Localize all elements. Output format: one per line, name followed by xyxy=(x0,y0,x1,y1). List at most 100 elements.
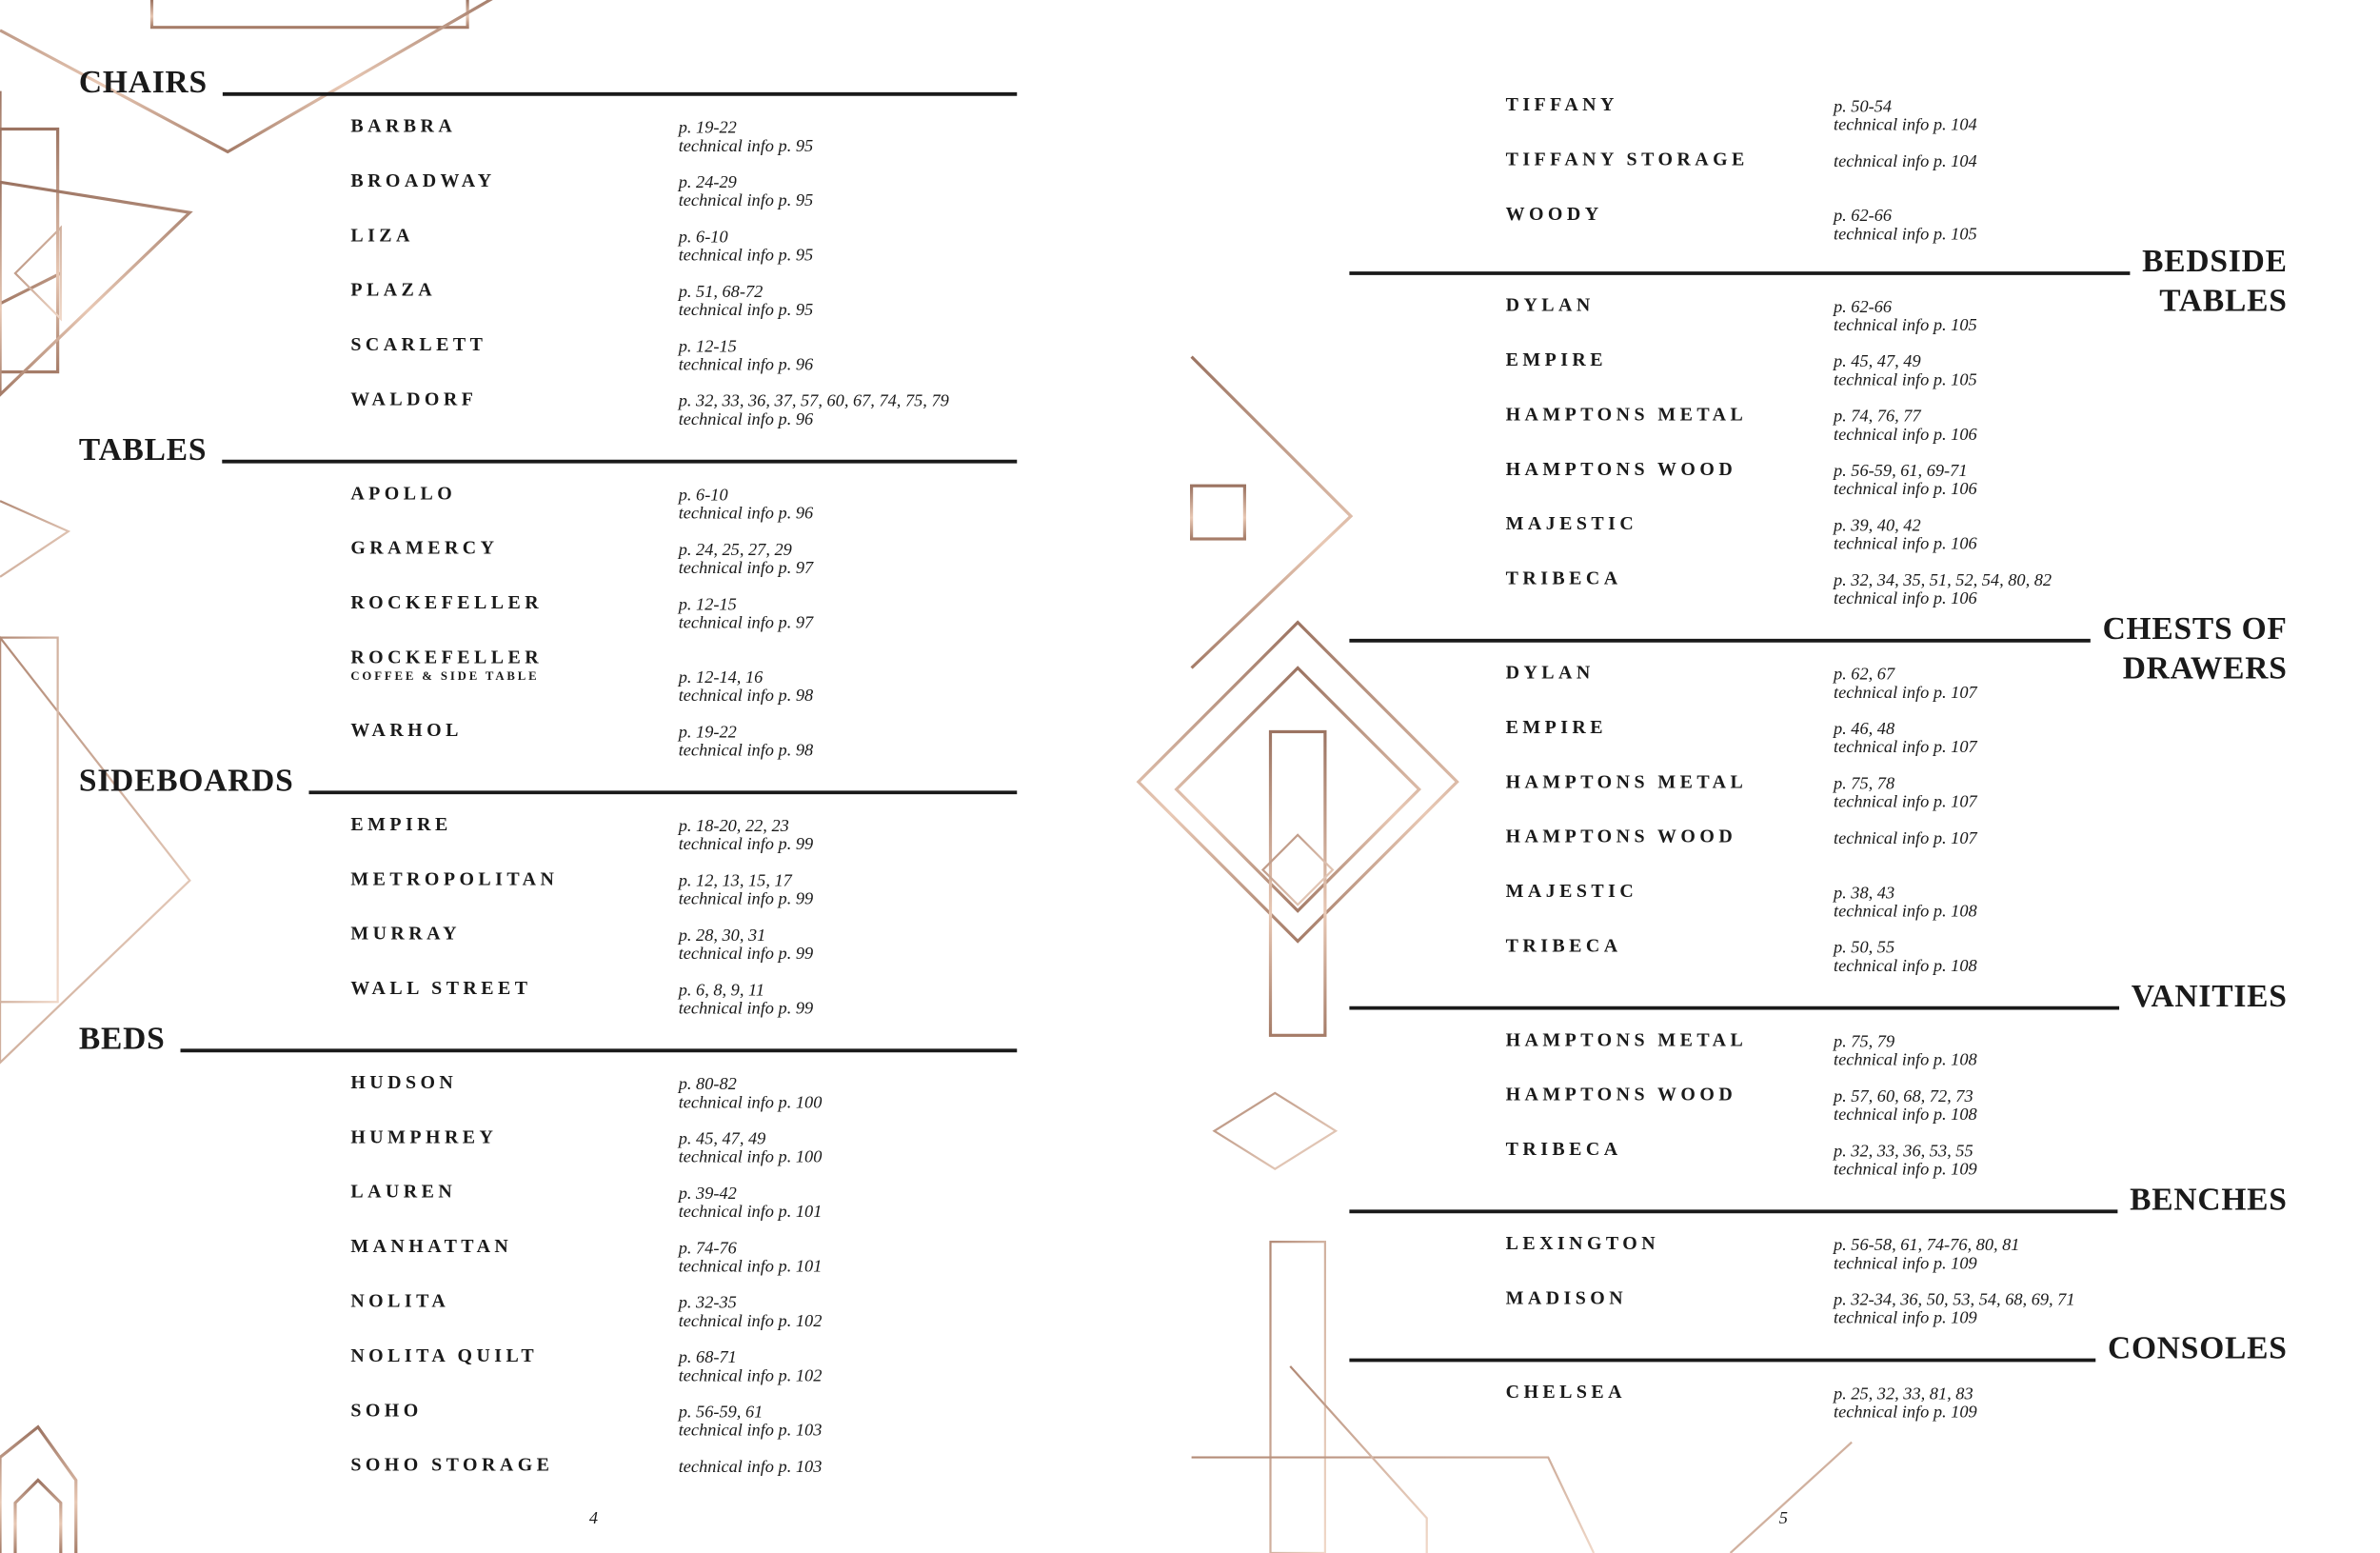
item-name: MURRAY xyxy=(350,924,461,945)
item-name: LAUREN xyxy=(350,1182,456,1203)
item-name: HAMPTONS METAL xyxy=(1506,771,1748,792)
item-pages: p. 24, 25, 27, 29 xyxy=(677,540,792,559)
item-tech: technical info p. 103 xyxy=(679,1421,823,1440)
item-tech: technical info p. 104 xyxy=(1834,151,1977,170)
item-tech: technical info p. 106 xyxy=(1834,534,1978,553)
item-pages: p. 28, 30, 31 xyxy=(677,926,766,945)
section-title: DRAWERS xyxy=(2123,650,2288,686)
item-name: MAJESTIC xyxy=(1506,513,1638,534)
item-tech: technical info p. 107 xyxy=(1834,683,1978,702)
item-tech: technical info p. 109 xyxy=(1834,1253,1977,1272)
item-pages: p. 50, 55 xyxy=(1832,938,1894,957)
item-pages: p. 24-29 xyxy=(677,172,737,191)
item-tech: technical info p. 104 xyxy=(1834,115,1977,134)
item-tech: technical info p. 95 xyxy=(679,190,814,209)
item-name: NOLITA xyxy=(350,1291,449,1312)
item-pages: p. 50-54 xyxy=(1832,96,1892,115)
item-tech: technical info p. 99 xyxy=(679,834,814,853)
item-name: HAMPTONS METAL xyxy=(1506,1029,1748,1050)
item-name: LIZA xyxy=(350,225,414,246)
item-name: EMPIRE xyxy=(1506,717,1607,738)
item-name: SOHO xyxy=(350,1400,422,1421)
item-name: APOLLO xyxy=(350,483,456,504)
item-tech: technical info p. 107 xyxy=(1834,792,1978,811)
item-name: SOHO STORAGE xyxy=(350,1455,553,1476)
section-title: VANITIES xyxy=(2132,979,2288,1014)
item-tech: technical info p. 99 xyxy=(679,889,814,908)
item-name: CHELSEA xyxy=(1506,1382,1626,1403)
item-name: WARHOL xyxy=(350,720,462,741)
item-pages: p. 6, 8, 9, 11 xyxy=(677,980,764,999)
item-tech: technical info p. 101 xyxy=(679,1202,823,1221)
item-pages: p. 12-15 xyxy=(677,336,737,355)
item-pages: p. 57, 60, 68, 72, 73 xyxy=(1832,1086,1973,1105)
item-pages: p. 56-58, 61, 74-76, 80, 81 xyxy=(1832,1235,2020,1254)
item-name: METROPOLITAN xyxy=(350,868,558,889)
item-tech: technical info p. 100 xyxy=(679,1092,823,1111)
decoration-right xyxy=(1136,0,1853,1553)
item-name: GRAMERCY xyxy=(350,538,498,559)
item-name: LEXINGTON xyxy=(1506,1233,1659,1254)
item-tech: technical info p. 105 xyxy=(1834,224,1977,243)
item-pages: p. 25, 32, 33, 81, 83 xyxy=(1832,1384,1973,1403)
item-pages: p. 46, 48 xyxy=(1832,719,1894,738)
item-name: ROCKEFELLER xyxy=(350,592,543,613)
item-pages: p. 62, 67 xyxy=(1832,665,1895,684)
section-title: BEDS xyxy=(79,1021,166,1056)
item-pages: p. 32, 34, 35, 51, 52, 54, 80, 82 xyxy=(1832,570,2052,589)
page-number: 5 xyxy=(1779,1508,1788,1527)
item-tech: technical info p. 101 xyxy=(679,1256,823,1275)
section-title: BENCHES xyxy=(2130,1182,2288,1217)
item-tech: technical info p. 105 xyxy=(1834,369,1977,388)
item-pages: p. 39, 40, 42 xyxy=(1832,515,1921,534)
item-tech: technical info p. 96 xyxy=(679,354,814,373)
item-pages: p. 32-35 xyxy=(677,1293,737,1312)
item-name: ROCKEFELLER xyxy=(350,647,543,668)
item-name: EMPIRE xyxy=(350,814,451,835)
item-tech: technical info p. 99 xyxy=(679,998,814,1017)
item-tech: technical info p. 98 xyxy=(679,686,814,705)
item-pages: p. 32, 33, 36, 37, 57, 60, 67, 74, 75, 7… xyxy=(677,391,949,410)
item-name: SCARLETT xyxy=(350,334,486,355)
item-name: WALL STREET xyxy=(350,978,531,999)
item-pages: p. 56-59, 61 xyxy=(677,1403,764,1422)
item-name: HAMPTONS METAL xyxy=(1506,404,1748,425)
item-pages: p. 80-82 xyxy=(677,1074,737,1093)
item-tech: technical info p. 105 xyxy=(1834,315,1977,334)
item-pages: p. 74, 76, 77 xyxy=(1832,407,1921,426)
item-tech: technical info p. 106 xyxy=(1834,425,1978,444)
item-pages: p. 6-10 xyxy=(677,486,728,505)
section-title: BEDSIDE xyxy=(2142,244,2288,279)
item-tech: technical info p. 107 xyxy=(1834,737,1978,756)
item-pages: p. 74-76 xyxy=(677,1238,738,1257)
item-tech: technical info p. 108 xyxy=(1834,1050,1977,1069)
item-name: DYLAN xyxy=(1506,662,1595,683)
item-name: DYLAN xyxy=(1506,295,1595,316)
item-tech: technical info p. 106 xyxy=(1834,588,1978,607)
item-pages: p. 19-22 xyxy=(677,118,737,137)
item-tech: technical info p. 107 xyxy=(1834,828,1978,847)
item-pages: p. 12-14, 16 xyxy=(677,667,764,687)
item-pages: p. 18-20, 22, 23 xyxy=(677,816,789,835)
item-name: HAMPTONS WOOD xyxy=(1506,459,1737,480)
item-pages: p. 75, 79 xyxy=(1832,1032,1894,1051)
content: CHAIRS BARBRA p. 19-22 technical info p. 95… xyxy=(79,65,2288,1527)
item-pages: p. 45, 47, 49 xyxy=(677,1129,766,1148)
item-tech: technical info p. 99 xyxy=(679,944,814,963)
item-tech: technical info p. 100 xyxy=(679,1147,823,1166)
section-title: SIDEBOARDS xyxy=(79,763,294,798)
item-pages: p. 6-10 xyxy=(677,228,728,247)
item-tech: technical info p. 95 xyxy=(679,246,814,265)
item-name: HAMPTONS WOOD xyxy=(1506,1085,1737,1105)
item-tech: technical info p. 103 xyxy=(679,1457,823,1476)
item-pages: p. 62-66 xyxy=(1832,206,1893,225)
item-name: HUMPHREY xyxy=(350,1126,497,1147)
item-pages: p. 75, 78 xyxy=(1832,773,1894,792)
section-title: CHAIRS xyxy=(79,65,208,100)
item-name: TIFFANY STORAGE xyxy=(1506,149,1749,170)
item-tech: technical info p. 95 xyxy=(679,300,814,319)
item-pages: p. 39-42 xyxy=(677,1184,737,1203)
item-pages: p. 32, 33, 36, 53, 55 xyxy=(1832,1141,1973,1160)
item-tech: technical info p. 106 xyxy=(1834,479,1978,498)
item-name: BARBRA xyxy=(350,116,456,137)
